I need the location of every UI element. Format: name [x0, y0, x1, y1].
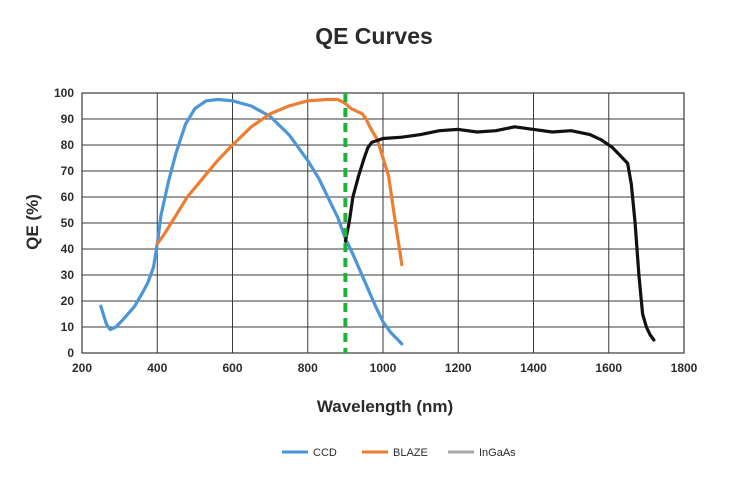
legend-label: CCD — [313, 447, 337, 459]
legend-item-ingaas: InGaAs — [448, 447, 516, 459]
legend-label: InGaAs — [479, 447, 516, 459]
x-tick-label: 1000 — [370, 361, 397, 375]
plot-frame — [81, 92, 685, 354]
y-tick-label: 30 — [61, 268, 75, 282]
x-tick-labels: 200 400 600 800 1000 1200 1400 1600 1800 — [72, 361, 698, 375]
x-tick-label: 1400 — [520, 361, 547, 375]
x-tick-label: 400 — [147, 361, 167, 375]
legend-item-blaze: BLAZE — [362, 447, 428, 459]
x-tick-label: 1800 — [671, 361, 698, 375]
x-axis-title: Wavelength (nm) — [317, 397, 453, 416]
grid — [81, 92, 685, 354]
legend-item-ccd: CCD — [282, 447, 337, 459]
series-lines — [99, 97, 656, 346]
x-tick-label: 200 — [72, 361, 92, 375]
y-tick-label: 60 — [61, 190, 75, 204]
x-tick-label: 600 — [222, 361, 242, 375]
x-tick-label: 1600 — [595, 361, 622, 375]
y-tick-label: 40 — [61, 242, 75, 256]
legend: CCD BLAZE InGaAs — [282, 447, 516, 459]
series-line-ccd — [99, 97, 404, 346]
x-tick-label: 1200 — [445, 361, 472, 375]
y-tick-label: 50 — [61, 216, 75, 230]
y-tick-label: 90 — [61, 112, 75, 126]
y-tick-label: 80 — [61, 138, 75, 152]
y-tick-label: 70 — [61, 164, 75, 178]
y-tick-label: 0 — [67, 346, 74, 360]
y-tick-label: 10 — [61, 320, 75, 334]
y-tick-label: 20 — [61, 294, 75, 308]
chart-title: QE Curves — [315, 23, 433, 49]
legend-label: BLAZE — [393, 447, 428, 459]
x-tick-label: 800 — [298, 361, 318, 375]
series-line-ingaas — [343, 125, 656, 342]
y-axis-title: QE (%) — [23, 194, 42, 250]
y-tick-label: 100 — [54, 86, 74, 100]
y-tick-labels: 0 10 20 30 40 50 60 70 80 90 100 — [54, 86, 74, 360]
series-line-blaze — [155, 97, 404, 267]
